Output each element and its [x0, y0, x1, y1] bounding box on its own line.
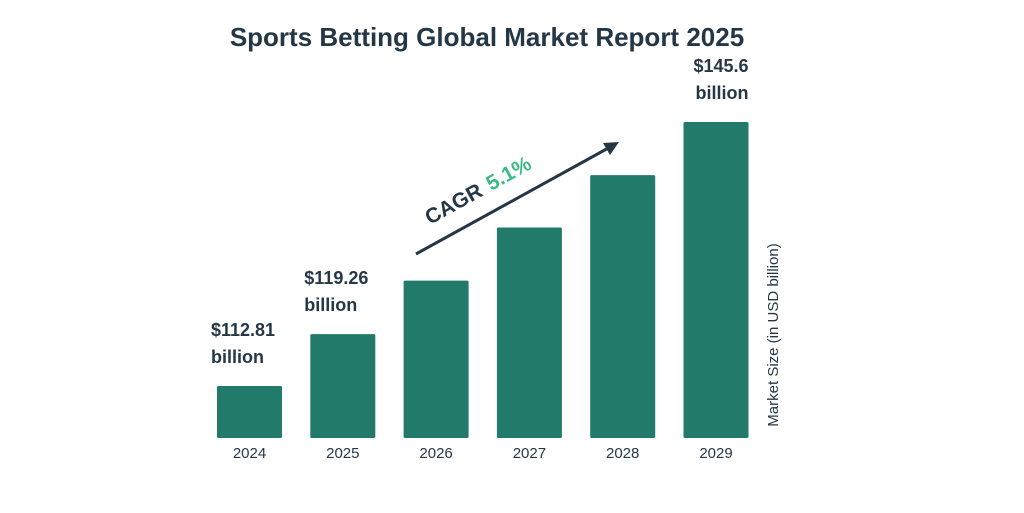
bar-2029 [683, 122, 749, 438]
y-axis-label: Market Size (in USD billion) [765, 243, 782, 426]
cagr-arrow-line [415, 144, 613, 256]
x-tick-label: 2028 [606, 445, 639, 462]
x-tick-label: 2027 [513, 445, 546, 462]
cagr-text: CAGR5.1% [421, 152, 535, 229]
bar-2025 [310, 334, 376, 438]
bar-2027 [496, 227, 562, 438]
chart-title: Sports Betting Global Market Report 2025 [230, 22, 744, 52]
bar-2028 [590, 175, 656, 438]
data-label-value: $145.6 [693, 56, 748, 76]
x-tick-label: 2025 [326, 445, 359, 462]
bar-2026 [403, 280, 469, 438]
data-label-value: $119.26 [304, 268, 368, 288]
data-label-unit: billion [211, 347, 264, 367]
data-label-value: $112.81 [211, 320, 275, 340]
data-label-unit: billion [304, 295, 357, 315]
x-tick-label: 2026 [419, 445, 452, 462]
bar-2024 [217, 386, 282, 438]
x-tick-label: 2024 [233, 445, 266, 462]
x-tick-label: 2029 [699, 445, 732, 462]
arrow-head-icon [603, 142, 619, 155]
data-label-unit: billion [696, 83, 749, 103]
